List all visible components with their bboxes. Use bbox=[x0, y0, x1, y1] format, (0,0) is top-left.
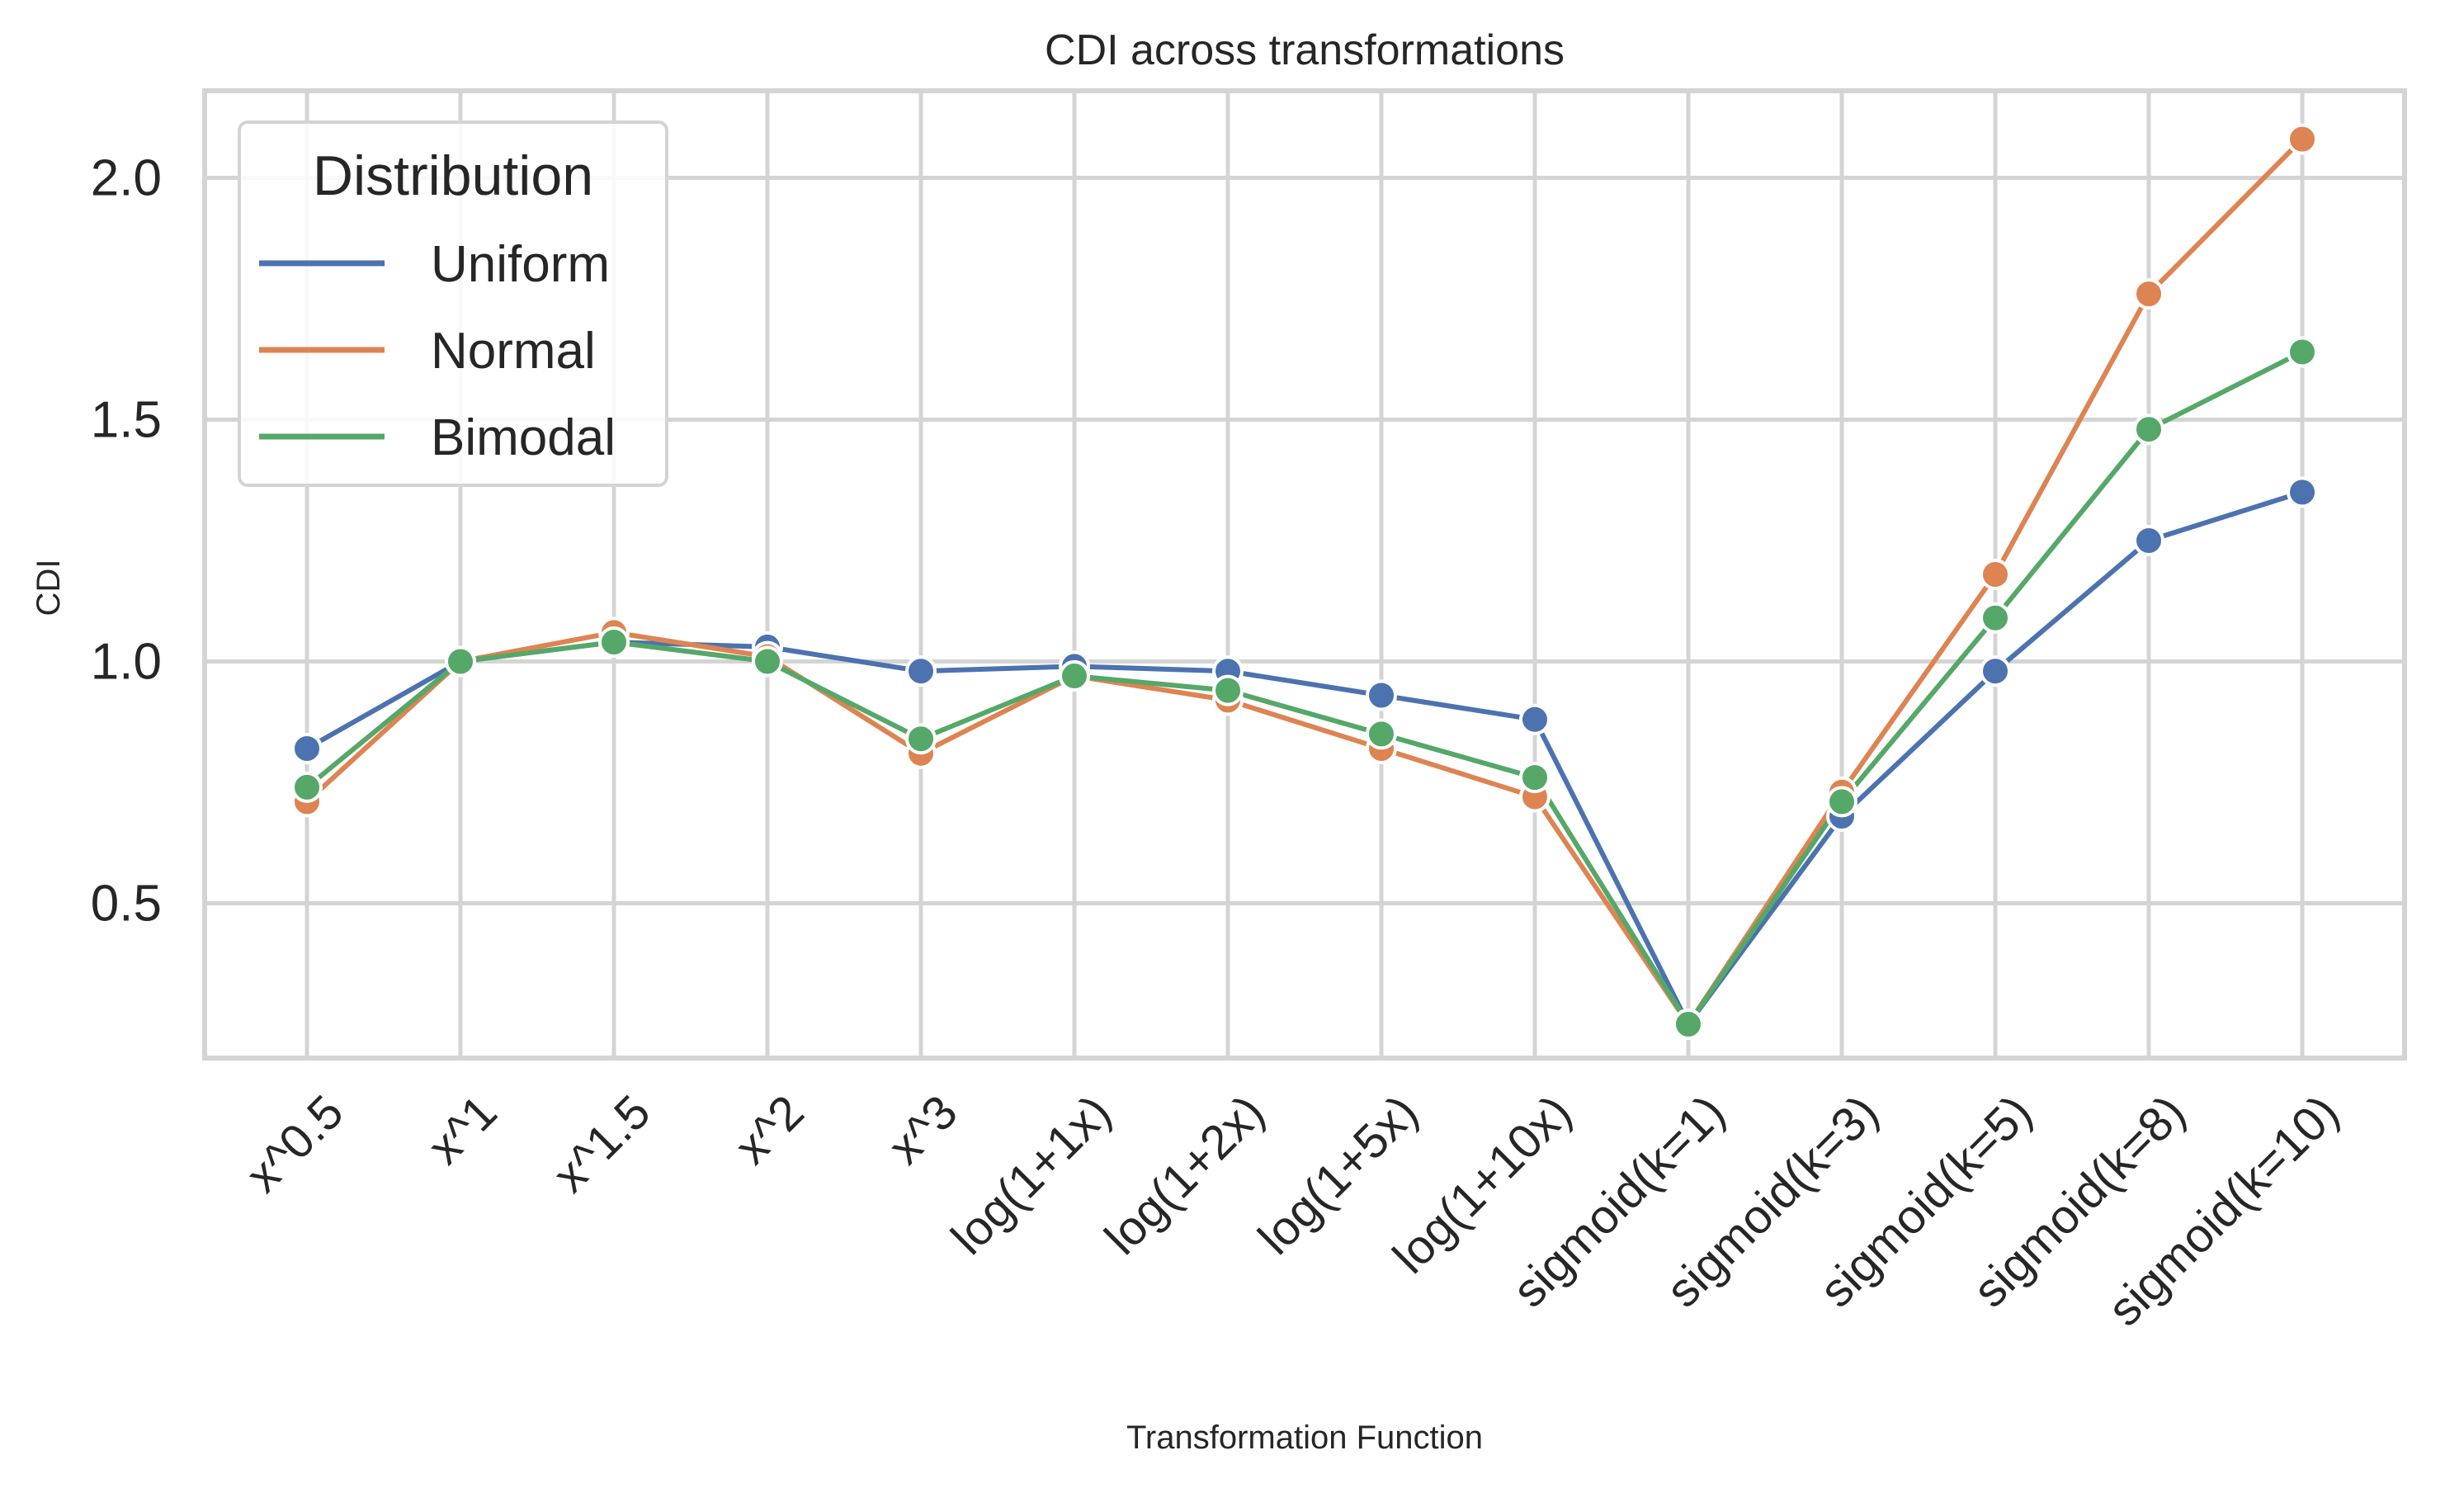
legend-label-normal: Normal bbox=[431, 323, 596, 380]
legend-box bbox=[238, 120, 668, 487]
x-tick-label: x^0.5 bbox=[236, 1085, 354, 1203]
data-point-bimodal bbox=[2287, 336, 2318, 368]
y-axis-ticks: 0.5 1.0 1.5 2.0 bbox=[91, 149, 162, 932]
data-point-bimodal bbox=[1673, 1008, 1704, 1040]
data-point-uniform bbox=[2287, 476, 2318, 508]
x-tick-label: x^1 bbox=[418, 1085, 507, 1175]
chart-title: CDI across transformations bbox=[1045, 26, 1565, 74]
data-point-bimodal bbox=[1366, 718, 1397, 750]
data-point-uniform bbox=[1366, 679, 1397, 711]
legend: Distribution Uniform Normal Bimodal bbox=[238, 120, 668, 487]
x-tick-label: log(1+1x) bbox=[942, 1085, 1121, 1265]
data-point-normal bbox=[1980, 559, 2011, 590]
x-tick-label: x^3 bbox=[878, 1085, 968, 1175]
legend-items: Uniform Normal Bimodal bbox=[259, 236, 616, 466]
series-line-bimodal bbox=[304, 349, 2305, 1027]
data-point-uniform bbox=[1980, 655, 2011, 687]
legend-title: Distribution bbox=[313, 144, 593, 207]
data-point-bimodal bbox=[2133, 413, 2164, 446]
legend-label-uniform: Uniform bbox=[431, 236, 610, 293]
data-point-bimodal bbox=[598, 626, 630, 659]
x-tick-label: x^1.5 bbox=[543, 1085, 661, 1203]
data-point-bimodal bbox=[445, 645, 476, 678]
data-point-bimodal bbox=[291, 771, 323, 803]
series-line-normal bbox=[304, 136, 2305, 1027]
data-point-bimodal bbox=[752, 645, 783, 678]
data-point-bimodal bbox=[1980, 602, 2011, 634]
y-axis-label: CDI bbox=[31, 560, 67, 616]
series-layer bbox=[291, 123, 2318, 1040]
y-tick-label: 0.5 bbox=[91, 875, 162, 932]
x-axis-ticks: x^0.5 x^1 x^1.5 x^2 x^3log(1+1x)log(1+2x)log… bbox=[236, 1085, 2349, 1337]
plot-frame bbox=[202, 88, 2407, 1060]
data-point-bimodal bbox=[1059, 660, 1090, 692]
data-point-uniform bbox=[905, 655, 937, 687]
data-point-uniform bbox=[1519, 703, 1551, 735]
x-axis-label: Transformation Function bbox=[1126, 1420, 1483, 1456]
data-point-bimodal bbox=[1826, 786, 1857, 818]
x-tick-label: x^2 bbox=[725, 1085, 814, 1175]
data-point-normal bbox=[2287, 123, 2318, 155]
data-point-normal bbox=[2133, 278, 2164, 310]
y-tick-label: 2.0 bbox=[91, 149, 162, 206]
data-point-bimodal bbox=[1212, 674, 1244, 706]
y-tick-label: 1.5 bbox=[91, 391, 162, 448]
data-point-bimodal bbox=[1519, 762, 1551, 794]
data-point-uniform bbox=[2133, 524, 2164, 556]
legend-label-bimodal: Bimodal bbox=[431, 409, 616, 466]
data-point-uniform bbox=[291, 732, 323, 764]
x-tick-label: log(1+2x) bbox=[1095, 1085, 1275, 1265]
data-point-bimodal bbox=[905, 723, 937, 755]
y-tick-label: 1.0 bbox=[91, 633, 162, 690]
